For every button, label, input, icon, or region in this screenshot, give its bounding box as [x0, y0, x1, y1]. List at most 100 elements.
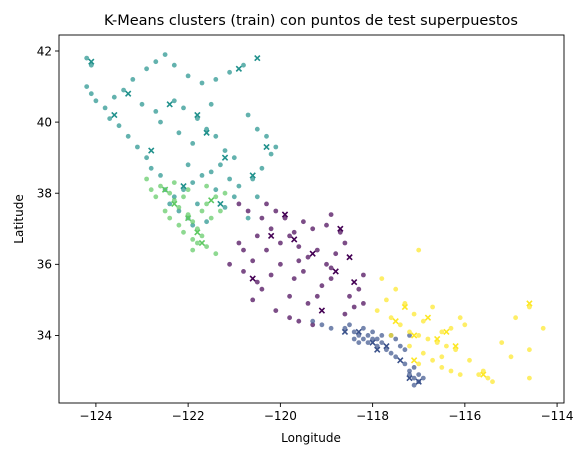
train-point: [167, 201, 173, 207]
train-point: [328, 276, 334, 281]
train-point: [204, 126, 210, 132]
train-point: [222, 148, 228, 154]
train-point: [365, 333, 371, 338]
test-point: [452, 342, 459, 350]
y-axis-ticks: 34 36 38 40 42: [37, 44, 59, 343]
train-point: [278, 261, 283, 267]
train-point: [245, 112, 251, 118]
train-point: [393, 286, 399, 292]
train-point: [213, 133, 219, 139]
train-point: [231, 194, 237, 200]
train-point: [314, 247, 320, 253]
train-point: [195, 116, 200, 121]
test-point: [254, 54, 261, 62]
test-point: [208, 197, 215, 204]
test-point: [401, 303, 409, 311]
test-point: [88, 58, 95, 65]
train-point: [397, 343, 403, 349]
train-point: [374, 308, 380, 313]
train-point: [448, 325, 454, 331]
train-point: [190, 237, 196, 242]
test-point: [415, 378, 422, 385]
train-point: [444, 343, 449, 349]
test-point: [267, 232, 275, 240]
train-point: [370, 329, 375, 335]
train-point: [84, 84, 90, 89]
test-point: [318, 307, 326, 314]
test-point: [166, 101, 173, 108]
train-point: [190, 219, 196, 225]
test-point: [180, 182, 187, 190]
train-point: [199, 208, 205, 214]
test-point: [235, 65, 243, 72]
train-point: [195, 201, 200, 207]
test-point: [350, 278, 358, 286]
test-point: [125, 90, 132, 97]
train-point: [388, 315, 394, 321]
train-point: [204, 201, 210, 207]
train-point: [328, 325, 334, 331]
train-point: [176, 222, 182, 228]
test-point: [397, 357, 404, 364]
train-point: [264, 201, 269, 207]
train-point: [416, 247, 422, 253]
train-point: [356, 340, 362, 345]
train-point: [379, 276, 385, 281]
train-point: [420, 375, 426, 381]
train-point: [176, 130, 182, 136]
train-point: [268, 272, 274, 278]
train-point: [227, 69, 233, 75]
x-tick-label: −120: [264, 409, 297, 423]
train-point: [384, 347, 389, 353]
train-point: [351, 304, 357, 310]
train-point: [328, 265, 334, 271]
train-point: [388, 333, 394, 338]
train-point: [379, 340, 385, 345]
test-point: [194, 229, 201, 236]
train-point: [245, 215, 251, 221]
train-point: [213, 187, 219, 193]
test-point: [346, 254, 353, 261]
train-point: [227, 176, 233, 182]
train-point: [204, 219, 210, 225]
train-point: [301, 269, 306, 274]
train-point: [153, 109, 159, 114]
train-point: [268, 151, 274, 157]
train-point: [351, 329, 357, 335]
train-point: [190, 180, 196, 186]
chart-title: K-Means clusters (train) con puntos de t…: [104, 13, 518, 29]
x-tick-label: −116: [448, 409, 481, 423]
train-point: [485, 375, 491, 381]
x-tick-label: −124: [79, 409, 112, 423]
train-point: [388, 350, 394, 356]
train-point: [296, 258, 302, 264]
test-point: [194, 111, 201, 119]
train-point: [397, 322, 403, 328]
train-point: [425, 336, 431, 342]
train-point: [171, 98, 177, 104]
train-point: [213, 77, 219, 82]
train-point: [241, 62, 246, 68]
train-point: [148, 187, 154, 193]
train-point: [121, 87, 126, 93]
train-point: [273, 144, 279, 150]
test-point: [526, 300, 533, 307]
train-point: [236, 183, 242, 189]
x-tick-label: −114: [541, 409, 573, 423]
train-point: [305, 301, 311, 306]
train-point: [208, 215, 214, 221]
train-point: [158, 173, 163, 178]
x-tick-label: −122: [172, 409, 205, 423]
train-point: [361, 336, 366, 342]
plot-frame: [58, 34, 565, 404]
test-point: [184, 214, 192, 222]
train-point: [347, 293, 352, 299]
test-point: [480, 371, 487, 378]
train-point: [181, 229, 186, 235]
train-point: [402, 301, 408, 306]
train-point: [259, 215, 265, 221]
train-point: [227, 261, 233, 267]
train-point: [144, 176, 150, 182]
train-point: [125, 133, 131, 139]
test-point: [341, 328, 349, 336]
